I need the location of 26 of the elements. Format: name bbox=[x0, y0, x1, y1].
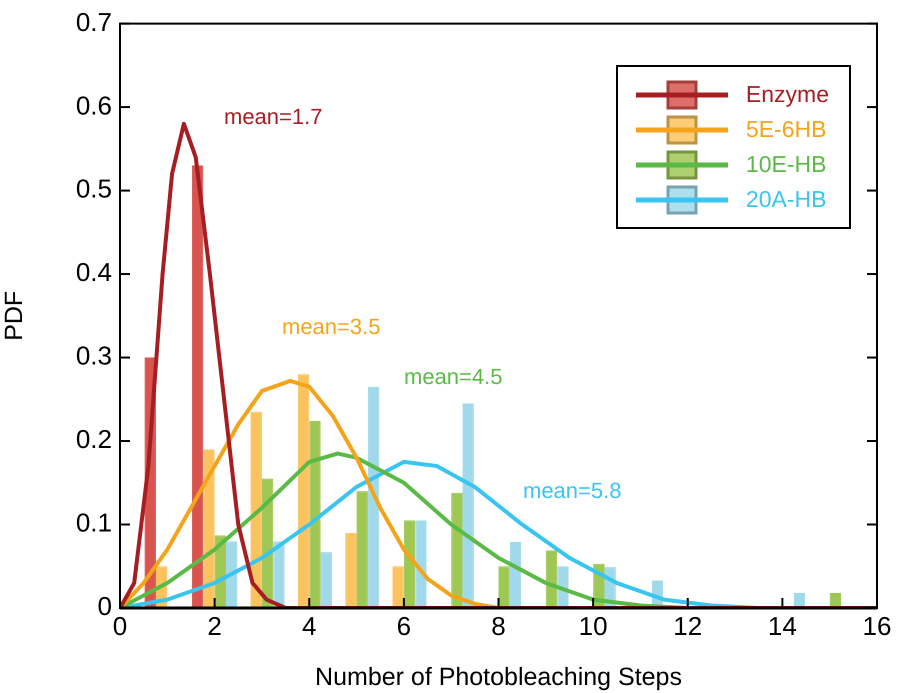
annotation: mean=3.5 bbox=[282, 314, 380, 340]
y-axis-title: PDF bbox=[0, 290, 28, 341]
y-tick-label: 0.5 bbox=[76, 174, 112, 204]
x-tick-label: 16 bbox=[862, 610, 892, 641]
legend-label: 20A-HB bbox=[746, 186, 826, 213]
y-tick-label: 0.2 bbox=[76, 424, 112, 454]
y-tick-label: 0.4 bbox=[76, 257, 112, 288]
y-tick-label: 0.7 bbox=[76, 6, 112, 37]
x-tick-label: 12 bbox=[673, 610, 702, 641]
y-tick-label: 0.3 bbox=[76, 340, 112, 371]
x-tick-label: 2 bbox=[207, 610, 222, 641]
y-tick-label: 0.1 bbox=[76, 508, 112, 538]
x-tick-label: 8 bbox=[491, 610, 506, 641]
x-axis-title: Number of Photobleaching Steps bbox=[315, 662, 682, 691]
x-tick-label: 10 bbox=[578, 610, 608, 641]
x-tick-label: 14 bbox=[768, 610, 797, 641]
x-tick-label: 6 bbox=[396, 610, 412, 641]
annotation: mean=5.8 bbox=[523, 478, 622, 504]
annotation: mean=1.7 bbox=[224, 104, 322, 130]
legend-label: 5E-6HB bbox=[746, 116, 826, 143]
legend-label: Enzyme bbox=[746, 81, 829, 108]
legend-label: 10E-HB bbox=[746, 151, 826, 178]
y-tick-label: 0.6 bbox=[76, 90, 112, 120]
x-tick-label: 4 bbox=[302, 610, 316, 641]
annotation: mean=4.5 bbox=[404, 364, 502, 390]
y-tick-label: 0 bbox=[98, 591, 112, 622]
